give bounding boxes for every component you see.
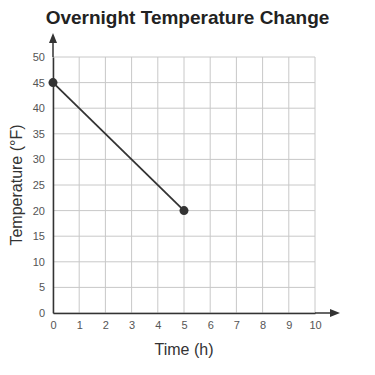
tick: 3 (129, 313, 135, 331)
tick-label: 15 (33, 230, 45, 242)
tick: 15 (33, 230, 53, 242)
tick-label: 7 (234, 319, 240, 331)
tick: 9 (286, 313, 292, 331)
marker (49, 78, 58, 87)
grid-line-y (53, 185, 315, 186)
grid-line-y (53, 133, 315, 134)
tick-label: 6 (208, 319, 214, 331)
tick: 40 (33, 102, 53, 114)
grid-line-y (53, 261, 315, 262)
tick: 5 (181, 313, 187, 331)
tick: 7 (234, 313, 240, 331)
line (53, 83, 184, 211)
tick: 5 (39, 281, 53, 293)
grid-line-y (53, 236, 315, 237)
tick: 0 (39, 307, 53, 319)
tick-label: 10 (33, 256, 45, 268)
grid-line-y (53, 287, 315, 288)
tick-label: 4 (155, 319, 161, 331)
y-axis-title: Temperature (°F) (8, 124, 25, 245)
grid-line-x (53, 57, 54, 313)
tick: 1 (77, 313, 83, 331)
tick: 25 (33, 179, 53, 191)
tick-label: 8 (260, 319, 266, 331)
grid-line-y (53, 159, 315, 160)
tick: 0 (50, 313, 56, 331)
tick: 10 (309, 313, 321, 331)
chart: Overnight Temperature Change012345678910… (0, 0, 375, 375)
title: Overnight Temperature Change (46, 7, 330, 28)
marker (180, 206, 189, 215)
tick: 20 (33, 205, 53, 217)
tick-label: 25 (33, 179, 45, 191)
axis-arrow (330, 309, 340, 317)
tick: 35 (33, 128, 53, 140)
tick-label: 20 (33, 205, 45, 217)
axis-line (54, 313, 316, 315)
tick-label: 50 (33, 51, 45, 63)
tick-label: 5 (181, 319, 187, 331)
tick-label: 0 (39, 307, 45, 319)
tick-label: 30 (33, 153, 45, 165)
tick-label: 35 (33, 128, 45, 140)
tick: 50 (33, 51, 53, 63)
axis-line (53, 58, 55, 314)
tick: 2 (103, 313, 109, 331)
tick-label: 2 (103, 319, 109, 331)
tick-label: 0 (50, 319, 56, 331)
grid-line-y (53, 108, 315, 109)
axis-arrow (49, 33, 57, 43)
tick: 6 (208, 313, 214, 331)
grid-line-y (53, 57, 315, 58)
x-axis-title: Time (h) (155, 341, 214, 358)
tick-label: 9 (286, 319, 292, 331)
tick-label: 10 (309, 319, 321, 331)
grid-line-y (53, 82, 315, 83)
tick-label: 3 (129, 319, 135, 331)
tick-label: 1 (77, 319, 83, 331)
grid (53, 57, 315, 313)
grid-line-y (53, 313, 315, 314)
tick: 10 (33, 256, 53, 268)
tick-label: 45 (33, 77, 45, 89)
tick: 30 (33, 153, 53, 165)
plot-area (49, 78, 189, 215)
x-axis: 0 1 2 3 4 5 6 7 8 9 10 (50, 313, 321, 331)
tick: 4 (155, 313, 161, 331)
tick-label: 40 (33, 102, 45, 114)
y-axis: 0 5 10 15 20 25 30 35 40 45 50 (33, 51, 54, 319)
tick: 8 (260, 313, 266, 331)
tick-label: 5 (39, 281, 45, 293)
